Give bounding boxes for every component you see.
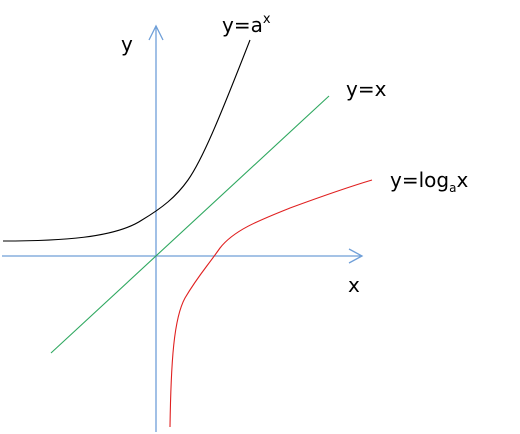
y-axis [148, 24, 164, 432]
logarithm-label-main: y=log [390, 168, 449, 192]
logarithm-label-suffix: x [456, 168, 468, 192]
identity-label: y=x [346, 77, 387, 101]
y-axis-label: y [121, 32, 133, 56]
x-axis-label: x [348, 273, 360, 297]
logarithm-curve [169, 179, 373, 428]
y-axis-arrowhead [148, 24, 164, 41]
exponential-label-superscript: x [263, 12, 271, 27]
exponential-label-main: y=a [222, 13, 263, 37]
logarithm-label-subscript: a [449, 181, 456, 195]
exponential-label: y=ax [222, 12, 271, 37]
identity-line [50, 95, 330, 354]
logarithm-label: y=logax [390, 168, 468, 195]
x-axis-arrowhead [348, 248, 364, 264]
x-axis [2, 248, 364, 264]
exponential-curve [2, 39, 251, 242]
